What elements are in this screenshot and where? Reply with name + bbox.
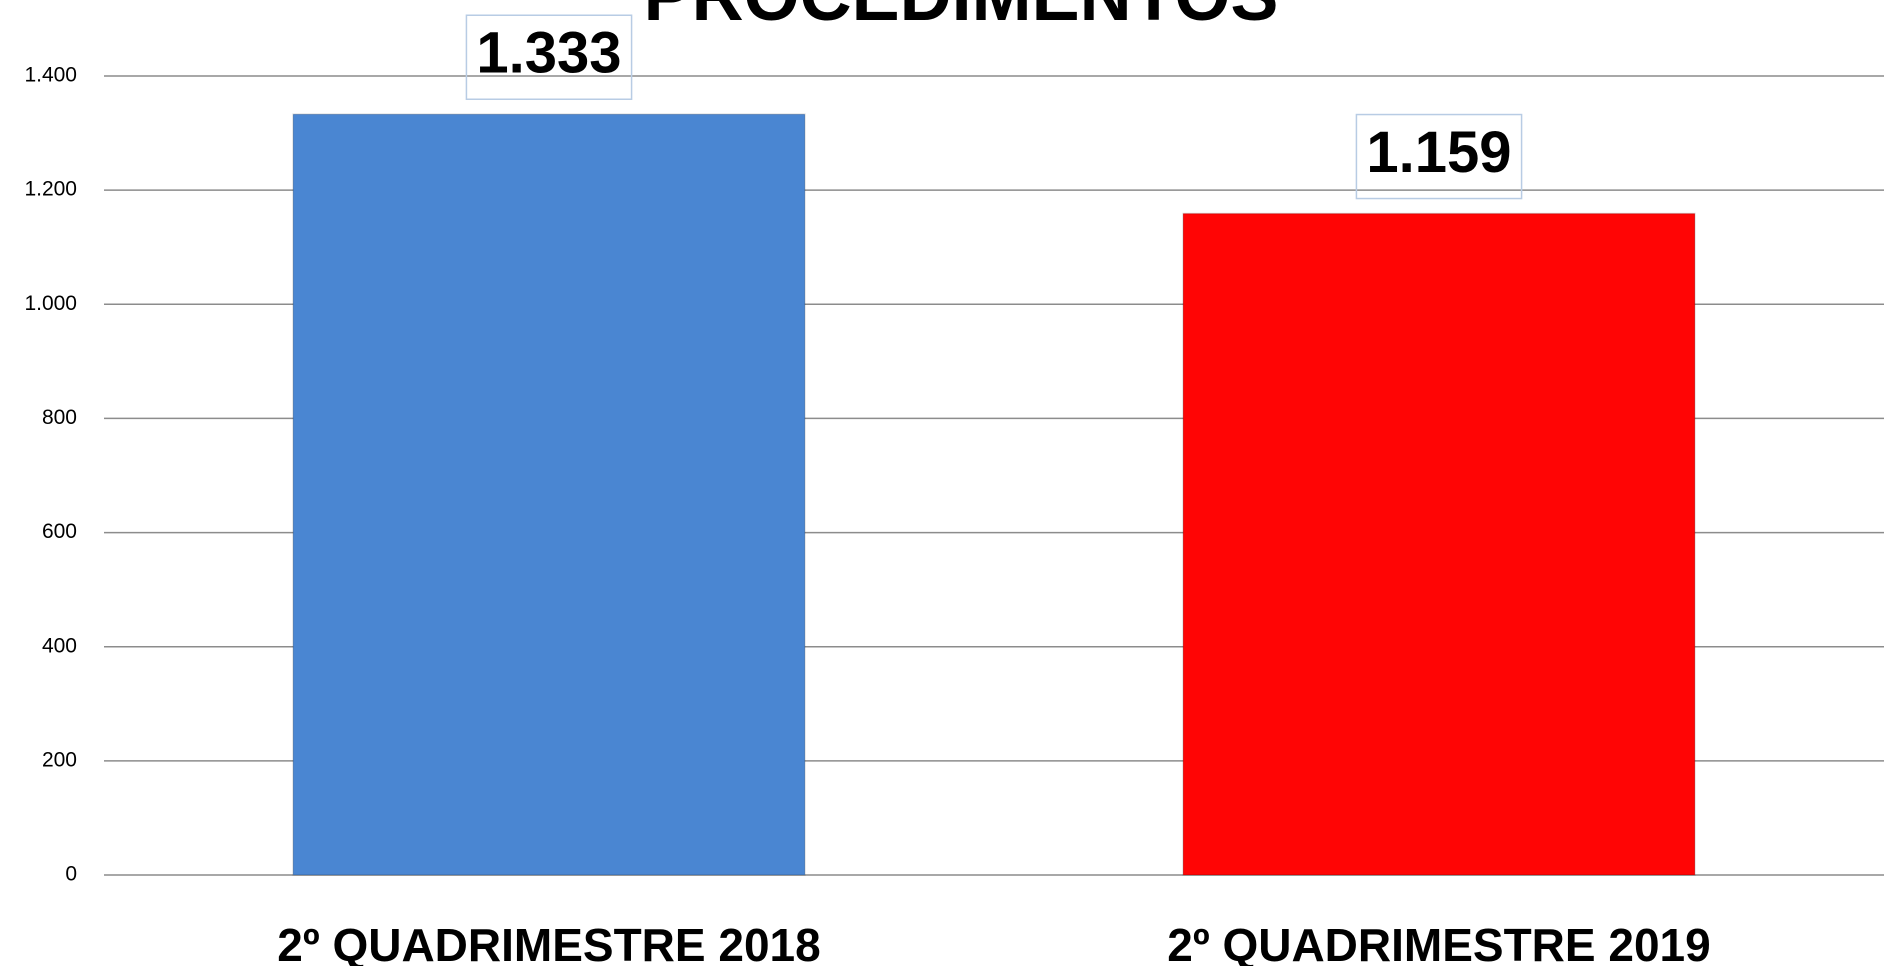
x-tick-label: 2º QUADRIMESTRE 2018	[277, 919, 820, 966]
y-tick-label: 1.200	[24, 178, 77, 201]
y-tick-label: 1.000	[24, 292, 77, 315]
y-tick-label: 0	[65, 863, 77, 886]
data-label-box	[465, 14, 633, 100]
chart-title: PROCEDIMENTOS	[644, 0, 1279, 36]
bar	[1182, 212, 1696, 876]
y-tick-label: 600	[42, 520, 77, 543]
x-tick-label: 2º QUADRIMESTRE 2019	[1167, 919, 1710, 966]
y-tick-label: 800	[42, 406, 77, 429]
y-tick-label: 200	[42, 748, 77, 771]
y-tick-label: 1.400	[24, 64, 77, 87]
bar	[292, 113, 806, 876]
y-tick-label: 400	[42, 634, 77, 657]
data-label: 1.159	[1366, 120, 1511, 185]
data-label-box	[1355, 113, 1523, 200]
data-label: 1.333	[476, 21, 621, 86]
